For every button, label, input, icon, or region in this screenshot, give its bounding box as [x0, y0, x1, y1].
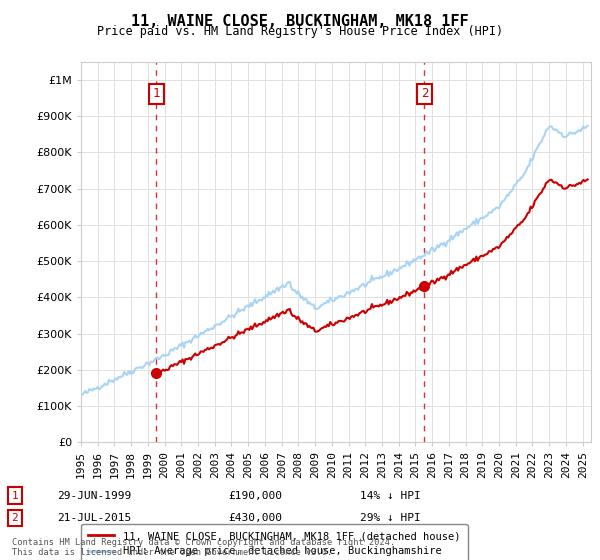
Text: 29% ↓ HPI: 29% ↓ HPI — [360, 513, 421, 523]
Text: £430,000: £430,000 — [228, 513, 282, 523]
Text: 1: 1 — [152, 87, 160, 100]
Text: 29-JUN-1999: 29-JUN-1999 — [57, 491, 131, 501]
Text: 2: 2 — [11, 513, 19, 523]
Text: 1: 1 — [11, 491, 19, 501]
Text: 11, WAINE CLOSE, BUCKINGHAM, MK18 1FF: 11, WAINE CLOSE, BUCKINGHAM, MK18 1FF — [131, 14, 469, 29]
Legend: 11, WAINE CLOSE, BUCKINGHAM, MK18 1FF (detached house), HPI: Average price, deta: 11, WAINE CLOSE, BUCKINGHAM, MK18 1FF (d… — [81, 524, 467, 560]
Text: 14% ↓ HPI: 14% ↓ HPI — [360, 491, 421, 501]
Text: 2: 2 — [421, 87, 428, 100]
Text: £190,000: £190,000 — [228, 491, 282, 501]
Text: 21-JUL-2015: 21-JUL-2015 — [57, 513, 131, 523]
Text: Contains HM Land Registry data © Crown copyright and database right 2024.
This d: Contains HM Land Registry data © Crown c… — [12, 538, 395, 557]
Text: Price paid vs. HM Land Registry's House Price Index (HPI): Price paid vs. HM Land Registry's House … — [97, 25, 503, 38]
